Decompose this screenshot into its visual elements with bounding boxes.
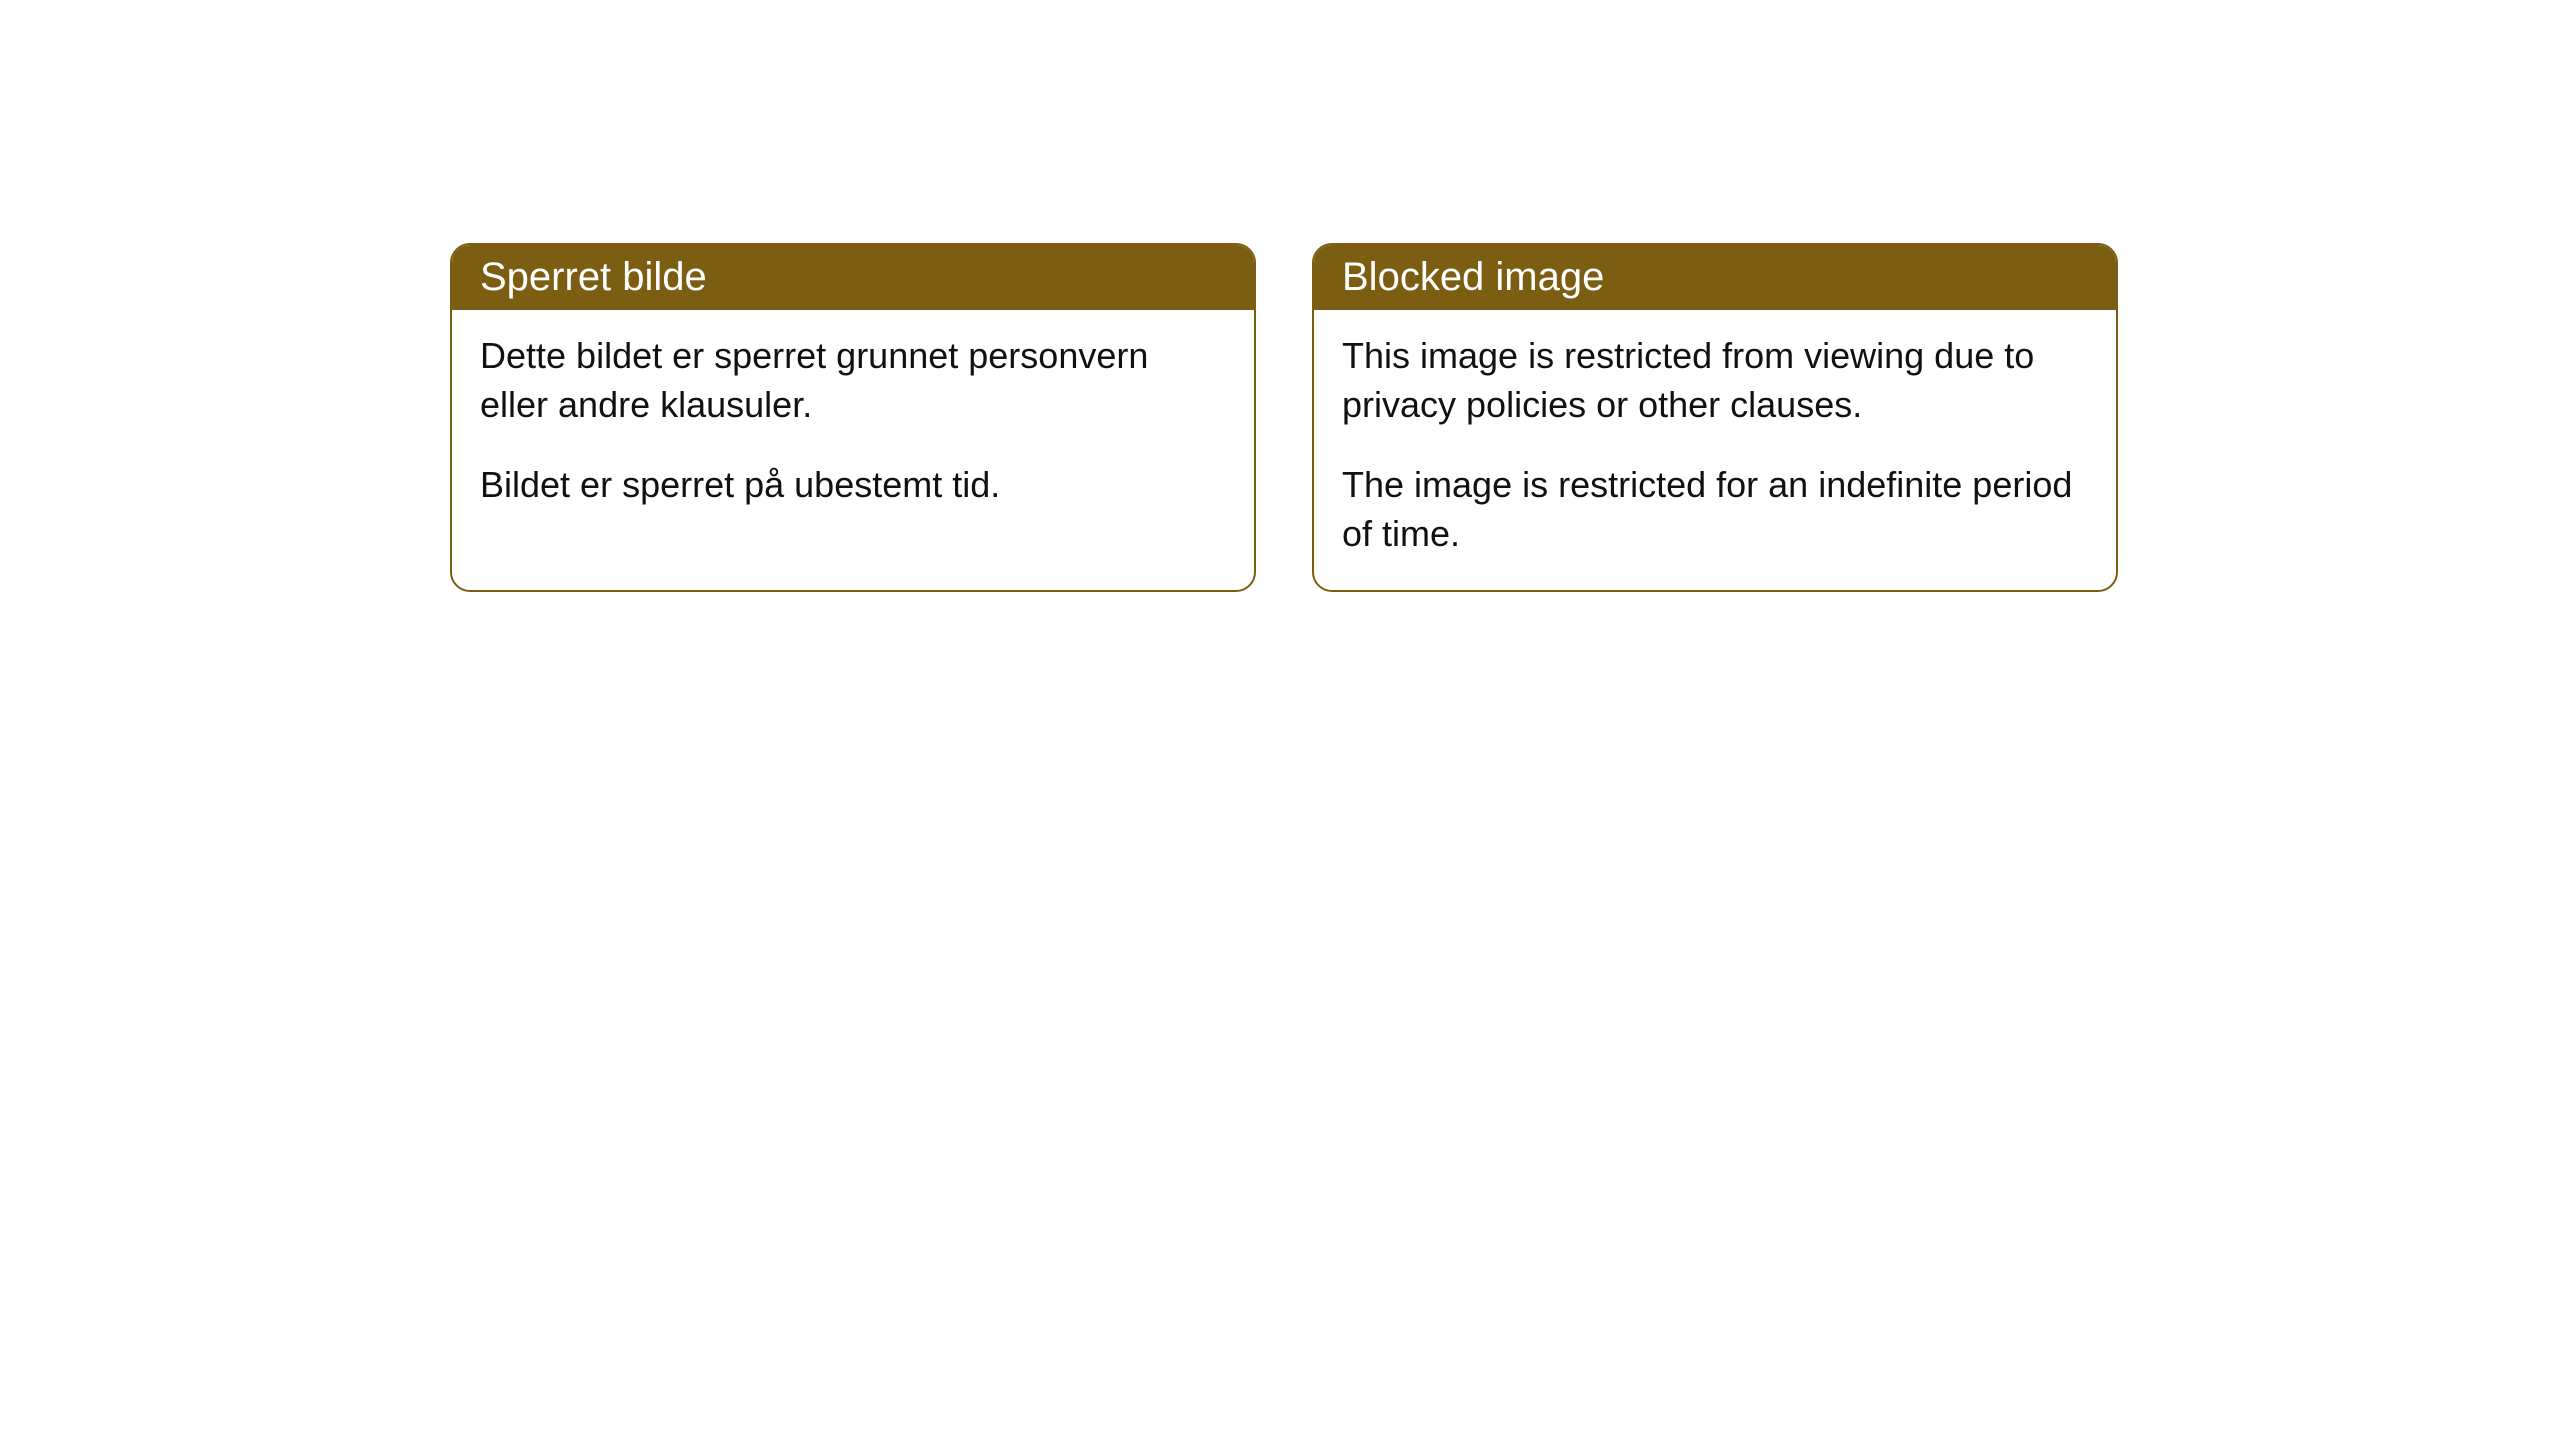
card-paragraph: The image is restricted for an indefinit…: [1342, 461, 2088, 558]
card-body-english: This image is restricted from viewing du…: [1314, 310, 2116, 590]
card-header-english: Blocked image: [1314, 245, 2116, 310]
card-paragraph: This image is restricted from viewing du…: [1342, 332, 2088, 429]
card-body-norwegian: Dette bildet er sperret grunnet personve…: [452, 310, 1254, 542]
card-paragraph: Bildet er sperret på ubestemt tid.: [480, 461, 1226, 510]
card-title: Sperret bilde: [480, 255, 707, 299]
blocked-image-card-norwegian: Sperret bilde Dette bildet er sperret gr…: [450, 243, 1256, 592]
card-paragraph: Dette bildet er sperret grunnet personve…: [480, 332, 1226, 429]
card-header-norwegian: Sperret bilde: [452, 245, 1254, 310]
notice-container: Sperret bilde Dette bildet er sperret gr…: [0, 0, 2560, 592]
blocked-image-card-english: Blocked image This image is restricted f…: [1312, 243, 2118, 592]
card-title: Blocked image: [1342, 255, 1604, 299]
